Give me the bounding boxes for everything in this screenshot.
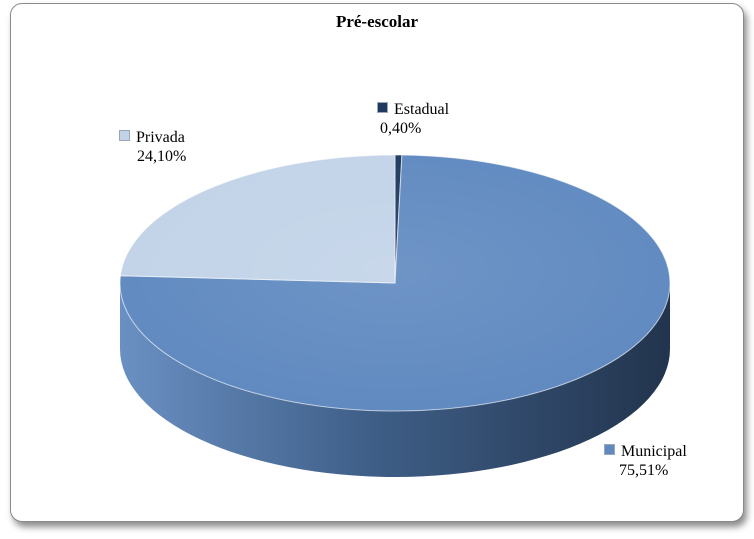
label-estadual-value: 0,40% [380,120,422,137]
chart-title: Pré-escolar [335,12,419,31]
chart-frame: Pré-escolar Estadual 0,40% Privada 24,10… [10,3,744,522]
pie-top-highlight [120,155,670,411]
label-municipal-name: Municipal [621,443,687,460]
label-privada: Privada 24,10% [119,128,186,166]
pie-side-municipal [120,283,670,477]
legend-key-estadual [377,102,388,113]
label-estadual: Estadual 0,40% [377,100,449,138]
label-estadual-name: Estadual [394,101,450,118]
pie-chart [119,154,671,477]
legend-key-municipal [604,444,615,455]
label-privada-value: 24,10% [137,148,187,165]
label-municipal-value: 75,51% [619,462,669,479]
label-privada-name: Privada [136,129,185,146]
label-municipal: Municipal 75,51% [604,442,687,480]
legend-key-privada [119,130,130,141]
